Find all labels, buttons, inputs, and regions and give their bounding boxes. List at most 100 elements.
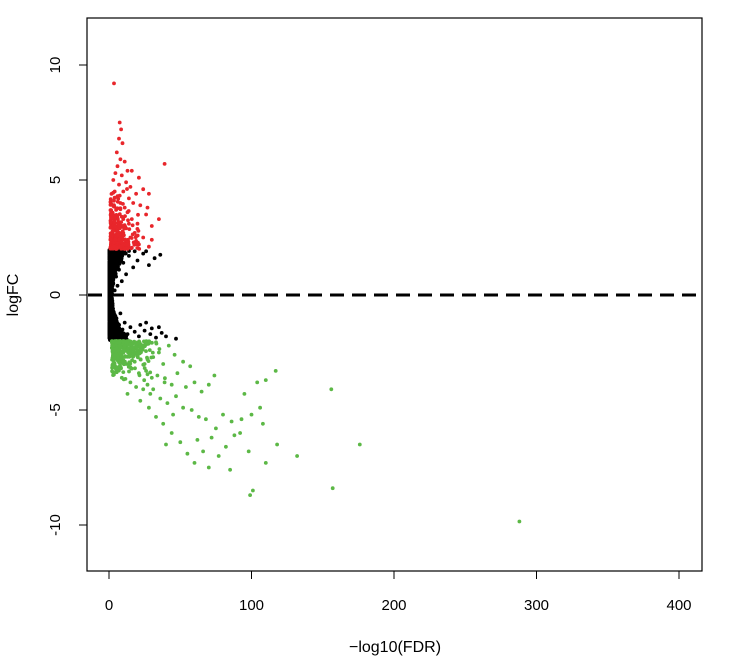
data-point [118, 311, 123, 316]
data-point [165, 401, 170, 405]
data-point [517, 519, 522, 524]
data-point [117, 224, 121, 228]
y-tick-label: 5 [47, 176, 64, 184]
data-point [138, 203, 143, 208]
data-point [128, 185, 133, 189]
data-point [251, 488, 255, 493]
data-point [258, 405, 262, 410]
data-point [109, 321, 113, 326]
data-point [192, 380, 197, 385]
data-point [122, 247, 127, 251]
data-point [137, 334, 141, 339]
data-point [108, 225, 113, 230]
data-point [149, 326, 154, 331]
data-point [117, 136, 121, 141]
x-tick-label: 200 [381, 597, 406, 614]
data-point [125, 242, 130, 247]
data-point [128, 235, 133, 240]
data-point [161, 421, 166, 426]
data-point [138, 323, 143, 327]
data-point [108, 231, 113, 236]
data-point [196, 415, 201, 419]
data-point [154, 415, 158, 419]
data-point [144, 320, 149, 325]
data-point [111, 343, 116, 348]
data-point [111, 178, 116, 182]
data-point [109, 201, 113, 206]
data-point [107, 306, 112, 311]
data-point [201, 449, 206, 454]
data-point [110, 262, 114, 267]
data-point [123, 214, 127, 219]
data-point [175, 371, 180, 376]
data-point [113, 224, 117, 229]
data-point [110, 306, 115, 311]
data-point [149, 237, 154, 242]
data-point [174, 394, 178, 399]
data-point [107, 332, 112, 336]
data-point [147, 348, 152, 352]
data-point [138, 357, 143, 362]
data-point [119, 375, 124, 380]
data-point [171, 412, 176, 417]
data-point [204, 417, 208, 422]
data-point [114, 150, 119, 155]
data-point [239, 417, 244, 422]
data-point [124, 180, 128, 185]
data-point [151, 355, 156, 359]
data-point [112, 189, 117, 194]
data-point [145, 357, 150, 362]
data-point [123, 237, 127, 242]
data-point [120, 327, 125, 332]
data-point [144, 369, 149, 373]
data-point [114, 214, 119, 219]
data-point [169, 382, 174, 387]
data-point [144, 212, 149, 217]
data-point [142, 366, 147, 370]
data-point [119, 173, 124, 178]
data-point [133, 366, 137, 371]
data-point [115, 233, 120, 238]
data-point [119, 356, 124, 361]
data-point [155, 373, 160, 378]
data-point [144, 249, 149, 254]
data-point [111, 281, 116, 286]
data-point [263, 378, 268, 382]
data-point [150, 350, 155, 355]
data-point [121, 370, 126, 374]
data-point [117, 212, 122, 217]
data-point [117, 237, 122, 242]
data-point [119, 127, 123, 132]
data-point [126, 350, 131, 355]
data-point [135, 221, 140, 226]
data-point [232, 433, 237, 438]
data-point [129, 168, 134, 173]
data-point [113, 333, 117, 338]
data-point [134, 385, 139, 389]
data-point [119, 279, 124, 284]
data-point [238, 431, 243, 435]
data-point [111, 228, 116, 233]
y-axis-label: logFC [5, 274, 22, 317]
data-point [122, 320, 127, 325]
data-point [110, 257, 115, 262]
data-point [131, 265, 136, 270]
data-point [147, 339, 152, 344]
data-point [147, 263, 151, 267]
data-point [119, 240, 124, 245]
data-point [157, 347, 162, 351]
data-point [109, 272, 113, 277]
data-point [114, 318, 118, 323]
data-point [122, 343, 127, 348]
data-point [132, 249, 137, 254]
data-point [114, 208, 118, 212]
data-point [164, 442, 168, 447]
data-point [135, 352, 140, 357]
data-point [157, 350, 161, 355]
data-point [125, 392, 130, 396]
data-point [137, 175, 141, 180]
data-point [157, 325, 161, 330]
data-point [114, 247, 118, 251]
data-point [134, 191, 139, 196]
data-point [134, 239, 139, 243]
